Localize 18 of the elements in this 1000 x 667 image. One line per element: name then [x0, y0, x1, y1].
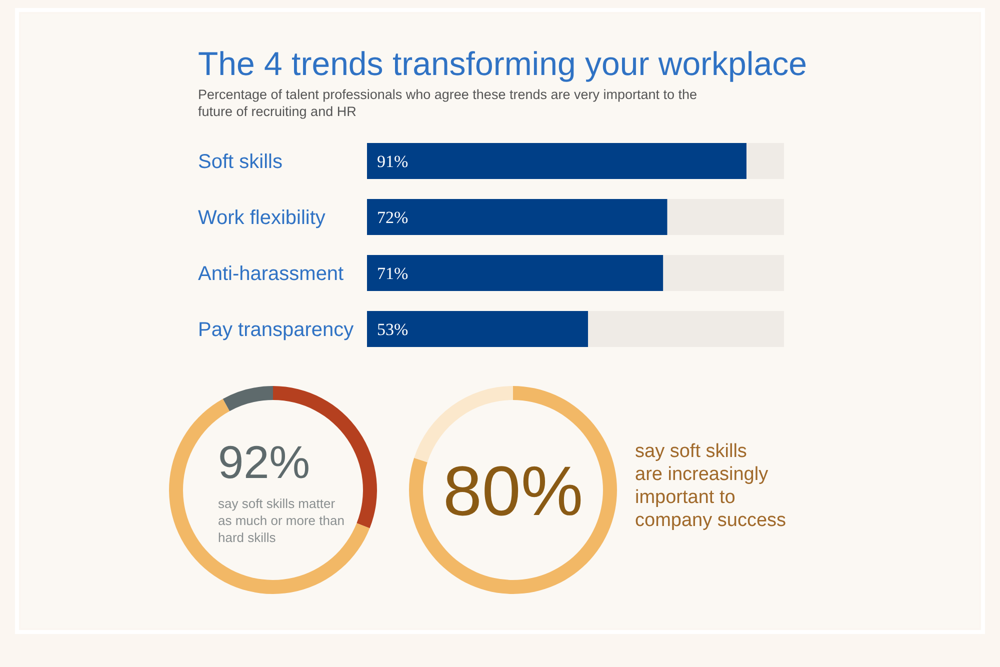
y-tick-label: Anti-harassment	[198, 263, 344, 285]
text: say soft skills are increasingly important to company success	[635, 441, 786, 531]
data-label: 91%	[377, 152, 408, 171]
data-label: 72%	[377, 208, 408, 227]
text: 80%	[442, 452, 584, 530]
chart-title: The 4 trends transforming your workplace	[198, 45, 807, 82]
donut-slice	[409, 386, 617, 594]
data-label: 53%	[377, 320, 408, 339]
data-label: 71%	[377, 264, 408, 283]
donut-slice	[222, 386, 273, 412]
donut-slice	[169, 398, 370, 594]
text: say soft skills matter as much or more than hard skills	[218, 496, 344, 545]
y-tick-label: Pay transparency	[198, 319, 354, 341]
text: 92%	[218, 436, 310, 488]
chart-subtitle: Percentage of talent professionals who agree these trends are very important to the future of recruiting and HR	[198, 87, 698, 119]
donut-slice	[414, 386, 513, 462]
y-tick-label: Soft skills	[198, 151, 282, 173]
y-tick-label: Work flexibility	[198, 207, 326, 229]
